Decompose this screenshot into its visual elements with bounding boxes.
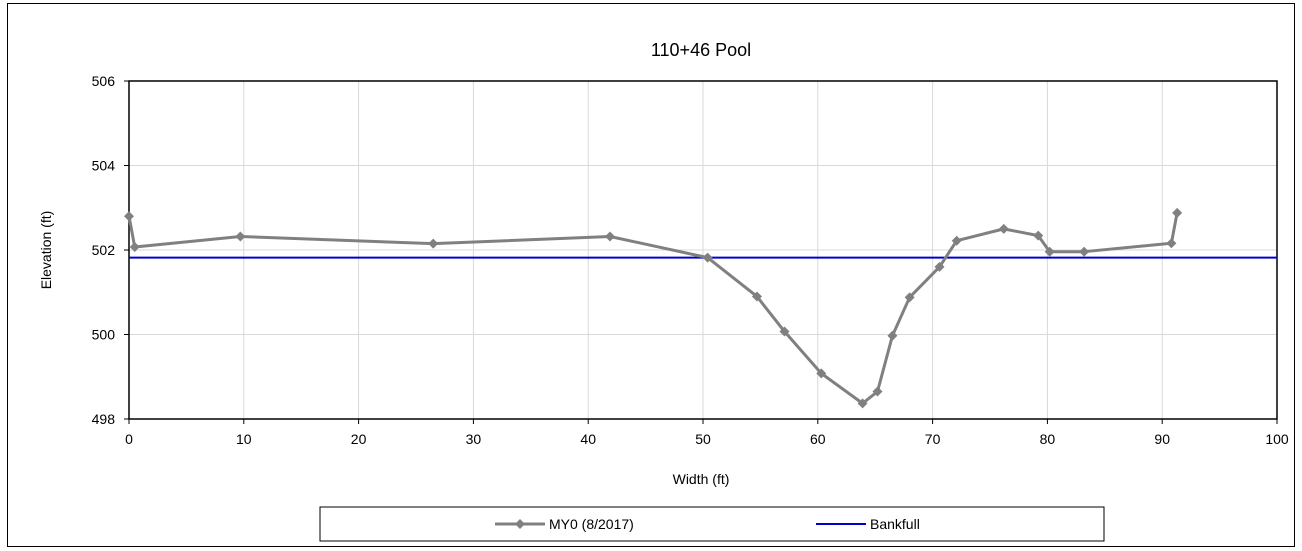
cross-section-chart: 110+46 Pool 0 10 20 30 40 50 60 70 80 90 100 498 50…: [38, 40, 1289, 542]
x-tick-label: 20: [351, 431, 367, 447]
data-point: [857, 398, 868, 409]
series-line-my0-8-2017: [127, 212, 1179, 405]
x-axis-title: Width (ft): [673, 471, 730, 487]
data-point: [702, 252, 713, 263]
data-point: [872, 386, 883, 397]
chart-area: 110+46 Pool 0 10 20 30 40 50 60 70 80 90 100 498 50…: [7, 3, 1295, 547]
x-tick-label: 90: [1154, 431, 1170, 447]
x-axis-ticks: 0 10 20 30 40 50 60 70 80 90 100: [125, 419, 1289, 447]
x-tick-label: 60: [810, 431, 826, 447]
data-point: [751, 291, 762, 302]
x-tick-label: 100: [1265, 431, 1289, 447]
data-point: [1033, 230, 1044, 241]
x-tick-label: 70: [925, 431, 941, 447]
y-tick-label: 506: [92, 73, 116, 89]
legend-box: [319, 506, 1105, 542]
data-point: [1166, 238, 1177, 249]
y-axis-ticks: 498 500 502 504 506: [92, 73, 129, 427]
data-point: [129, 242, 140, 253]
data-point: [779, 326, 790, 337]
y-tick-label: 502: [92, 242, 116, 258]
data-point: [1079, 246, 1090, 257]
data-point: [605, 231, 616, 242]
y-tick-label: 500: [92, 327, 116, 343]
data-point: [904, 292, 915, 303]
data-point: [1172, 207, 1183, 218]
data-point: [998, 223, 1009, 234]
legend-marker-my0: [515, 519, 525, 529]
x-tick-label: 0: [125, 431, 133, 447]
legend-label-my0: MY0 (8/2017): [549, 516, 634, 532]
data-point: [887, 330, 898, 341]
data-point: [951, 235, 962, 246]
y-tick-label: 498: [92, 411, 116, 427]
data-point: [124, 211, 134, 222]
series-my0-8-2017: [124, 207, 1183, 409]
data-point: [816, 368, 827, 379]
x-tick-label: 30: [466, 431, 482, 447]
y-axis-title: Elevation (ft): [38, 211, 54, 290]
x-tick-label: 40: [580, 431, 596, 447]
y-tick-label: 504: [92, 158, 116, 174]
data-point: [428, 238, 439, 249]
x-tick-label: 80: [1040, 431, 1056, 447]
series-layer: [124, 207, 1277, 409]
data-point: [1044, 246, 1055, 257]
data-point: [934, 261, 945, 272]
data-point: [235, 231, 246, 242]
x-tick-label: 50: [695, 431, 711, 447]
legend-label-bankfull: Bankfull: [870, 516, 920, 532]
legend: MY0 (8/2017) Bankfull: [319, 506, 1105, 542]
x-tick-label: 10: [236, 431, 252, 447]
chart-title: 110+46 Pool: [651, 40, 751, 60]
